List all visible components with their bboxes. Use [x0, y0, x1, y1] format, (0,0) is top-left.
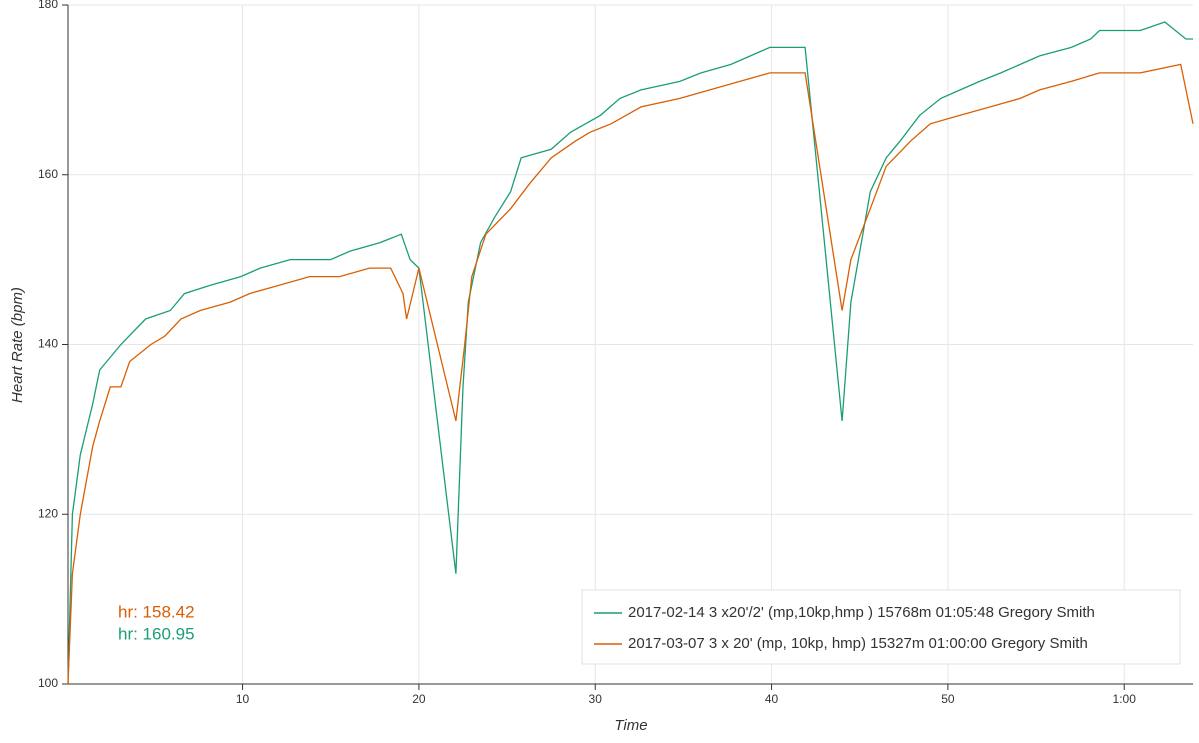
- x-tick-label: 10: [236, 692, 250, 706]
- y-tick-label: 120: [38, 506, 58, 520]
- series-line: [67, 21, 1193, 685]
- x-tick-label: 20: [412, 692, 426, 706]
- annotation: hr: 160.95: [118, 624, 195, 643]
- series-line: [67, 63, 1194, 685]
- x-tick-label: 50: [941, 692, 955, 706]
- legend-label: 2017-02-14 3 x20'/2' (mp,10kp,hmp ) 1576…: [628, 604, 1095, 621]
- y-tick-label: 180: [38, 0, 58, 11]
- y-tick-label: 140: [38, 337, 58, 351]
- y-tick-label: 100: [38, 676, 58, 690]
- y-tick-label: 160: [38, 167, 58, 181]
- annotation: hr: 158.42: [118, 602, 195, 621]
- x-tick-label: 40: [765, 692, 779, 706]
- legend-label: 2017-03-07 3 x 20' (mp, 10kp, hmp) 15327…: [628, 635, 1088, 652]
- x-axis-label: Time: [614, 717, 647, 734]
- x-tick-label: 30: [589, 692, 603, 706]
- y-axis-label: Heart Rate (bpm): [9, 287, 26, 403]
- x-tick-label: 1:00: [1113, 692, 1137, 706]
- legend-box: [581, 589, 1181, 665]
